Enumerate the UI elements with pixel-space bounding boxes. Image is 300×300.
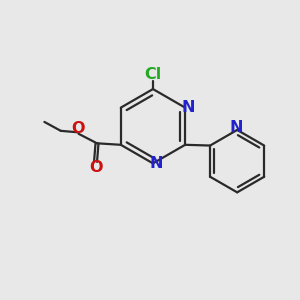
Text: O: O — [71, 121, 85, 136]
Text: N: N — [182, 100, 196, 115]
Text: N: N — [150, 156, 163, 171]
Text: N: N — [230, 120, 243, 135]
Text: Cl: Cl — [144, 67, 162, 82]
Text: O: O — [89, 160, 102, 175]
